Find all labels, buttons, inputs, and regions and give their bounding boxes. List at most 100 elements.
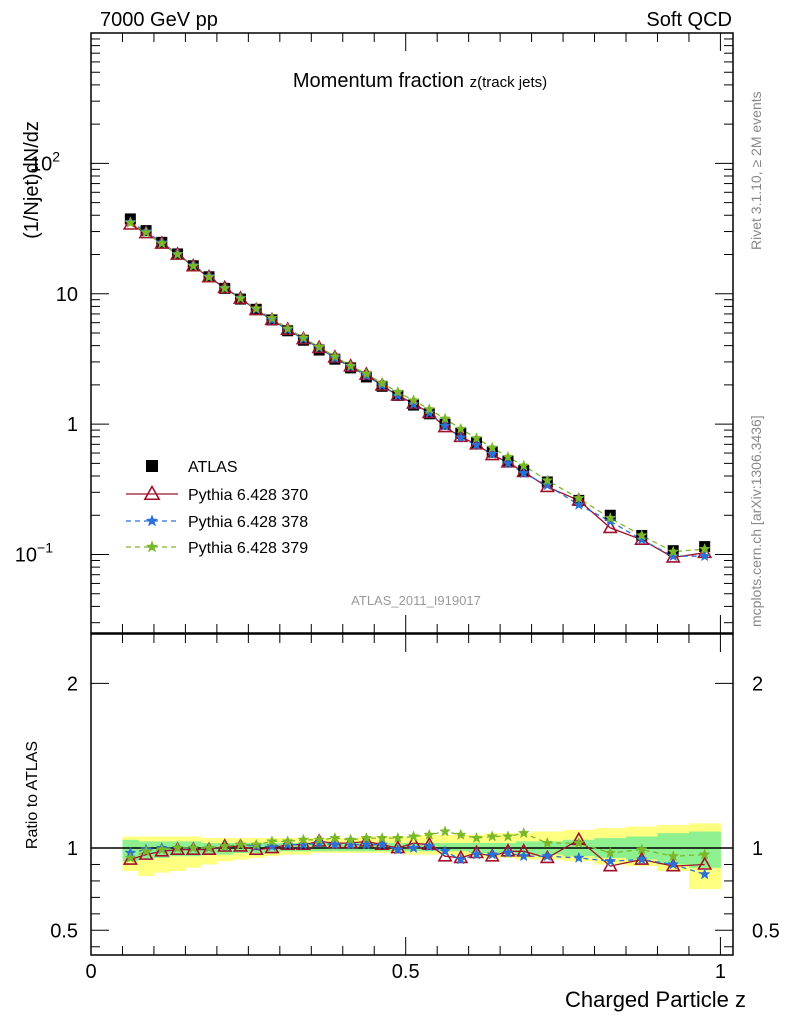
x-axis-label: Charged Particle z <box>565 987 746 1012</box>
data-point-pythia-2 <box>541 478 554 491</box>
ratio-point-pythia-2 <box>517 850 530 862</box>
ratio-point-pythia-3 <box>423 828 436 840</box>
data-point-pythia-2 <box>635 533 648 545</box>
mcplots-reference-label: mcplots.cern.ch [arXiv:1306.3436] <box>748 415 764 627</box>
data-point-pythia-3 <box>203 270 215 283</box>
ratio-point-pythia-1 <box>154 843 170 857</box>
data-point-pythia-2 <box>502 457 514 469</box>
ratio-y-tick-label-left: 2 <box>67 673 78 695</box>
data-point-pythia-3 <box>234 292 247 304</box>
ratio-point-pythia-3 <box>470 831 483 844</box>
ratio-panel-y-tick-labels: 0.5 0.5 1 1 2 2 <box>50 673 780 942</box>
legend-marker-2 <box>145 514 159 527</box>
ratio-point-pythia-1 <box>484 848 500 862</box>
ratio-point-pythia-2 <box>407 841 420 854</box>
ratio-point-pythia-2 <box>572 851 585 863</box>
ratio-point-pythia-3 <box>328 831 341 844</box>
ratio-point-pythia-3 <box>454 828 467 840</box>
data-point-pythia-3 <box>313 340 326 353</box>
ratio-point-pythia-2 <box>604 854 617 867</box>
ratio-point-pythia-2 <box>360 838 373 850</box>
ratio-point-pythia-1 <box>500 843 516 857</box>
ratio-y-tick-label-left: 0.5 <box>50 920 78 942</box>
ratio-point-pythia-1 <box>201 841 217 855</box>
ratio-point-pythia-3 <box>203 841 215 854</box>
ratio-point-pythia-3 <box>439 825 451 837</box>
legend-entry-label: ATLAS <box>188 459 238 476</box>
data-point-pythia-3 <box>407 394 420 406</box>
data-point-pythia-2 <box>698 550 711 562</box>
ratio-point-pythia-3 <box>124 851 137 863</box>
main-panel-title-subscript: z(track jets) <box>470 74 548 91</box>
data-point-pythia-3 <box>124 216 137 228</box>
data-point-pythia-2 <box>486 447 499 460</box>
ratio-point-pythia-1 <box>311 833 327 847</box>
y-tick-label: 1 <box>67 414 78 436</box>
data-point-pythia-3 <box>140 226 152 238</box>
data-point-pythia-3 <box>635 529 648 541</box>
series-line-1 <box>129 223 705 559</box>
x-tick-label: 0.5 <box>392 961 420 983</box>
y-tick-label: 10−1 <box>15 540 53 567</box>
ratio-point-pythia-1 <box>468 844 485 859</box>
ratio-point-pythia-1 <box>390 839 406 854</box>
ratio-point-pythia-3 <box>604 846 617 858</box>
ratio-point-pythia-2 <box>313 836 326 849</box>
ratio-point-pythia-2 <box>470 848 483 860</box>
uncertainty-band-inner-bin <box>311 843 328 852</box>
ratio-point-pythia-3 <box>698 848 711 860</box>
ratio-panel-y-axis-label: Ratio to ATLAS <box>24 741 41 849</box>
data-point-pythia-3 <box>218 282 231 294</box>
ratio-point-pythia-2 <box>454 853 467 865</box>
ratio-point-pythia-1 <box>185 841 201 855</box>
data-point-pythia-2 <box>667 550 680 562</box>
main-panel-frame <box>90 32 734 634</box>
data-point-pythia-3 <box>155 237 168 249</box>
data-point-pythia-2 <box>470 438 483 451</box>
data-point-pythia-1 <box>602 519 618 534</box>
data-point-pythia-2 <box>391 389 404 401</box>
legend: ATLAS Pythia 6.428 370 Pythia 6.428 378 Pyt… <box>126 459 308 557</box>
ratio-point-pythia-3 <box>171 841 184 854</box>
uncertainty-band-inner-bin <box>452 843 470 852</box>
ratio-point-pythia-1 <box>122 851 138 865</box>
main-panel-y-axis-label: (1/Njet)dN/dz <box>21 121 43 239</box>
legend-entry-label: Pythia 6.428 378 <box>188 514 308 531</box>
data-point-pythia-2 <box>454 431 467 443</box>
data-point-pythia-2 <box>439 419 451 431</box>
ratio-point-pythia-1 <box>264 839 280 854</box>
data-point-pythia-3 <box>486 441 499 453</box>
data-point-pythia-3 <box>572 492 585 504</box>
data-point-pythia-3 <box>439 412 451 424</box>
main-panel-title: Momentum fraction z(track jets) <box>293 70 547 92</box>
ratio-point-pythia-1 <box>232 838 249 852</box>
ratio-panel: 0.5 0.51 12 2 0 0.5 1 Ratio to ATLAS Charged … <box>24 633 780 1012</box>
ratio-point-pythia-2 <box>541 850 554 862</box>
ratio-point-pythia-3 <box>517 826 530 839</box>
y-tick-label-exponent: −1 <box>37 540 53 556</box>
data-point-pythia-2 <box>423 406 436 418</box>
ratio-point-pythia-2 <box>439 845 451 857</box>
ratio-panel-axis-ticks <box>90 634 733 955</box>
main-panel-axis-ticks <box>90 33 733 633</box>
main-panel-title-text: Momentum fraction <box>293 70 470 92</box>
ratio-point-pythia-2 <box>281 838 294 850</box>
ratio-y-tick-label-right: 2 <box>752 673 763 695</box>
data-point-pythia-3 <box>360 367 373 379</box>
data-point-pythia-3 <box>470 431 483 444</box>
data-point-pythia-3 <box>266 311 278 324</box>
header-energy-label: 7000 GeV pp <box>100 9 218 31</box>
data-point-pythia-1 <box>539 478 555 493</box>
legend-entry-label: Pythia 6.428 379 <box>188 540 308 557</box>
data-point-pythia-3 <box>281 322 294 334</box>
ratio-point-pythia-2 <box>328 838 341 850</box>
main-panel-series <box>122 213 713 563</box>
data-point-pythia-2 <box>517 467 530 479</box>
watermark-analysis-id: ATLAS_2011_I919017 <box>351 593 481 608</box>
header-process-label: Soft QCD <box>646 9 732 31</box>
y-tick-label: 10 <box>56 284 78 306</box>
ratio-point-pythia-2 <box>667 858 680 870</box>
data-point-pythia-3 <box>187 259 200 272</box>
data-point-pythia-3 <box>344 359 357 371</box>
ratio-point-pythia-3 <box>635 843 648 855</box>
